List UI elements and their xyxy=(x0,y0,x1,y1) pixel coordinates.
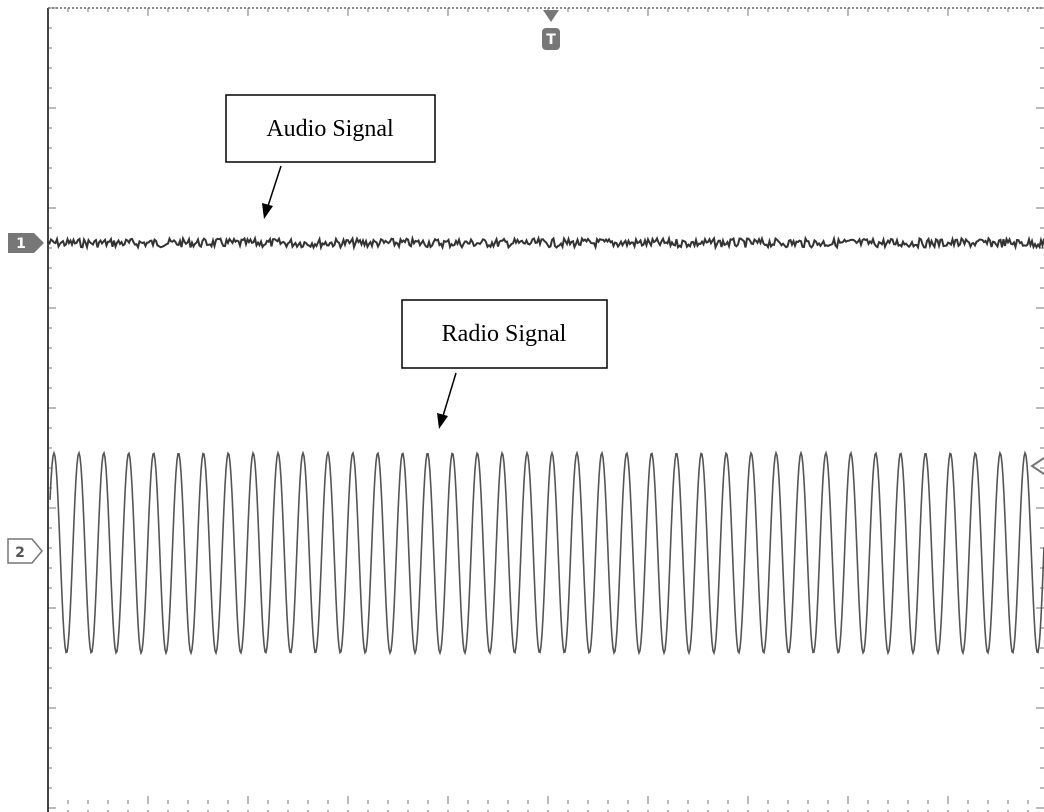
radio-annotation: Radio Signal xyxy=(402,300,607,429)
audio-trace xyxy=(48,239,1044,248)
channel-1-label: 1 xyxy=(16,236,26,252)
radio-trace xyxy=(50,453,1044,653)
arrow-head xyxy=(437,413,448,429)
arrow-head xyxy=(262,203,273,219)
arrow-shaft xyxy=(443,373,456,416)
trigger-marker: T xyxy=(542,10,560,50)
audio-annotation: Audio Signal xyxy=(226,95,435,219)
annotation-label: Radio Signal xyxy=(442,321,567,347)
channel-2-label: 2 xyxy=(15,545,25,561)
graticule xyxy=(48,8,1044,812)
level-marker xyxy=(1032,458,1044,474)
channel-1-marker: 1 xyxy=(8,233,44,253)
channel-2-marker: 2 xyxy=(8,539,42,563)
trigger-label: T xyxy=(546,32,556,48)
page: T 1 2 Audio Signal Radio Signal (() => {… xyxy=(0,0,1044,812)
annotation-label: Audio Signal xyxy=(266,116,394,142)
arrow-shaft xyxy=(268,166,281,206)
scope-screen: T 1 2 Audio Signal Radio Signal xyxy=(0,0,1044,812)
